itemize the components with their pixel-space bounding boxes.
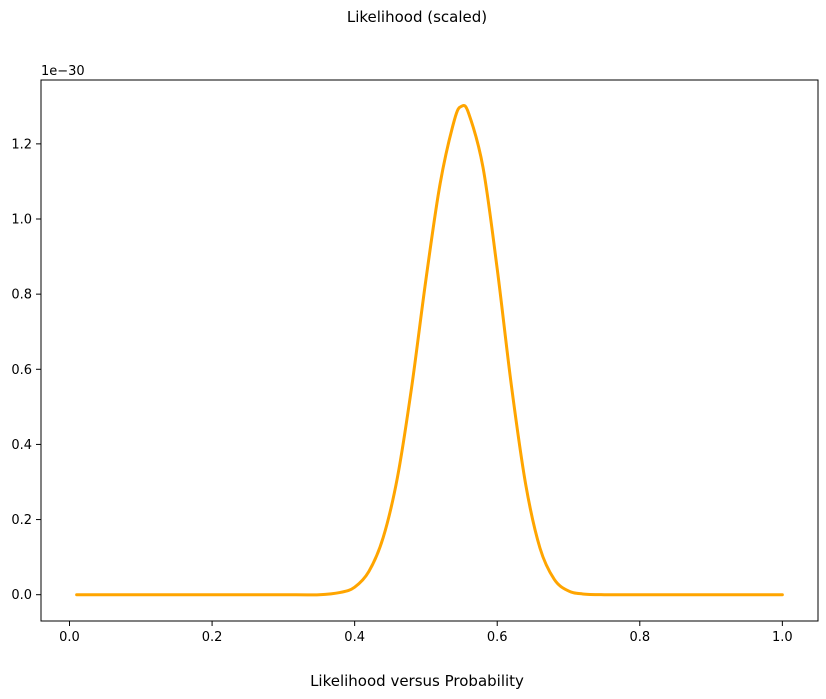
y-tick-label: 1.0 (11, 213, 32, 228)
series-line (75, 103, 784, 597)
y-tick-label: 1.2 (11, 137, 32, 152)
y-axis-offset-label: 1e−30 (41, 64, 85, 79)
x-tick-label: 0.6 (487, 630, 508, 645)
y-tick-label: 0.8 (11, 288, 32, 303)
y-tick-label: 0.4 (11, 438, 32, 453)
figure-caption: Likelihood versus Probability (310, 672, 524, 690)
y-axis-ticks: 0.0 0.2 0.4 0.6 0.8 1.0 1.2 (11, 137, 41, 603)
x-tick-label: 0.4 (344, 630, 365, 645)
axes-frame (40, 79, 819, 622)
x-tick-label: 0.2 (202, 630, 223, 645)
x-tick-label: 0.8 (629, 630, 650, 645)
y-tick-label: 0.2 (11, 513, 32, 528)
x-axis-ticks: 0.0 0.2 0.4 0.6 0.8 1.0 (59, 621, 793, 645)
x-tick-label: 1.0 (772, 630, 793, 645)
y-tick-label: 0.0 (11, 588, 32, 603)
plot-area (40, 79, 819, 622)
chart-title: Likelihood (scaled) (347, 8, 487, 26)
x-tick-label: 0.0 (59, 630, 80, 645)
y-tick-label: 0.6 (11, 363, 32, 378)
